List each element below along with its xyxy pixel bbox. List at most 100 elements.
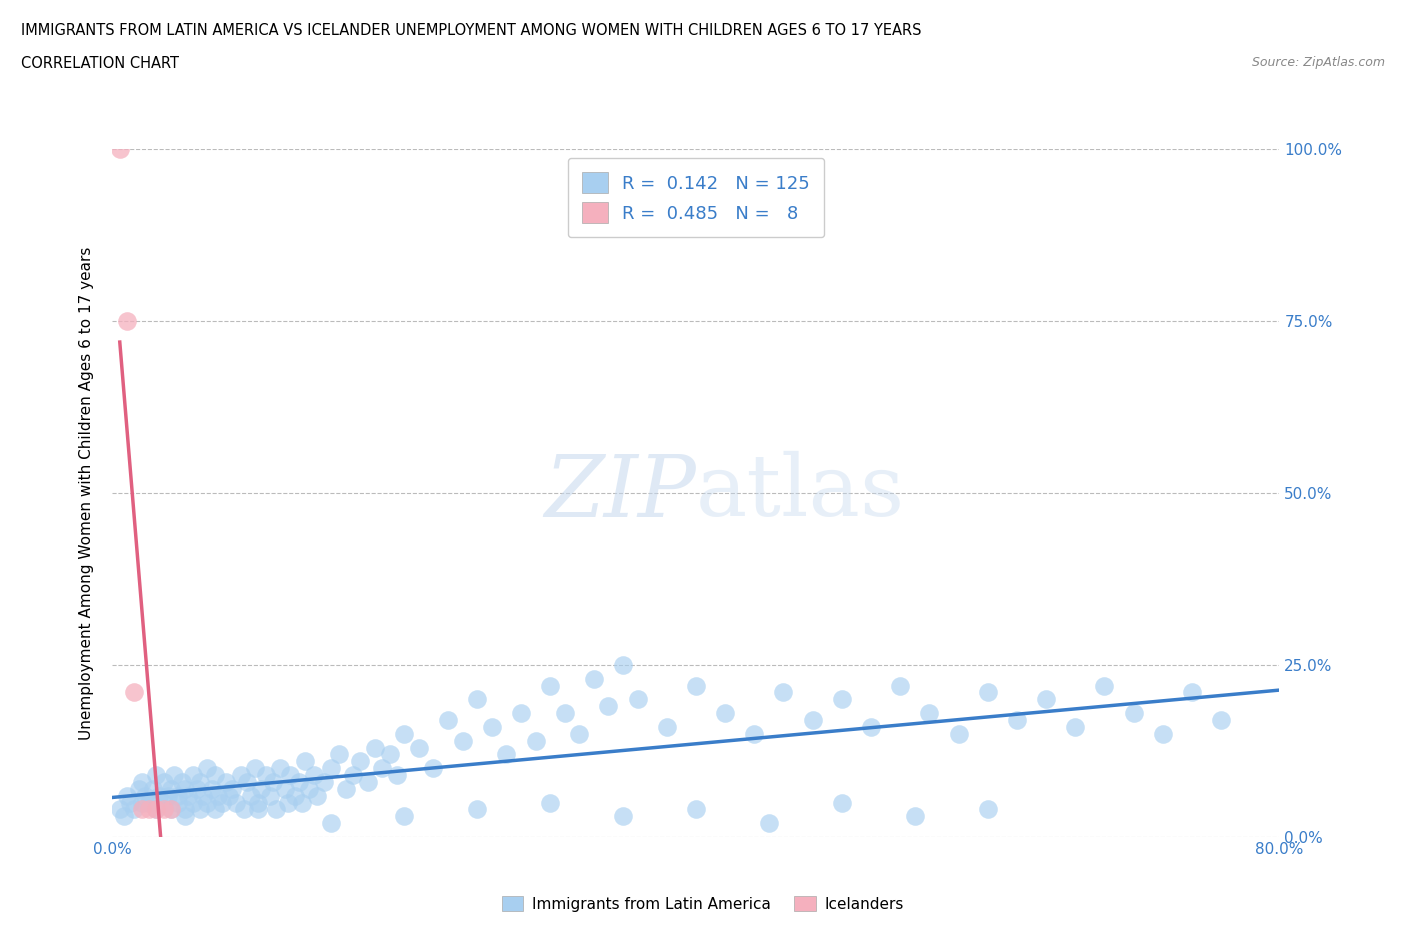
Point	[211, 795, 233, 810]
Point	[264, 802, 287, 817]
Point	[831, 795, 853, 810]
Point	[860, 720, 883, 735]
Point	[1122, 706, 1144, 721]
Point	[538, 678, 561, 693]
Point	[481, 720, 503, 735]
Point	[568, 726, 591, 741]
Point	[215, 775, 238, 790]
Point	[357, 775, 380, 790]
Point	[685, 678, 707, 693]
Point	[142, 781, 165, 796]
Point	[437, 712, 460, 727]
Point	[152, 775, 174, 790]
Point	[772, 685, 794, 700]
Text: atlas: atlas	[696, 451, 905, 535]
Point	[465, 802, 488, 817]
Point	[627, 692, 650, 707]
Point	[328, 747, 350, 762]
Point	[291, 795, 314, 810]
Point	[204, 802, 226, 817]
Legend: Immigrants from Latin America, Icelanders: Immigrants from Latin America, Icelander…	[496, 889, 910, 918]
Point	[976, 802, 998, 817]
Point	[145, 767, 167, 782]
Point	[371, 761, 394, 776]
Point	[385, 767, 408, 782]
Point	[801, 712, 824, 727]
Legend: R =  0.142   N = 125, R =  0.485   N =   8: R = 0.142 N = 125, R = 0.485 N = 8	[568, 158, 824, 237]
Point	[163, 767, 186, 782]
Point	[138, 795, 160, 810]
Point	[134, 789, 156, 804]
Point	[655, 720, 678, 735]
Point	[188, 802, 211, 817]
Point	[131, 802, 153, 817]
Point	[742, 726, 765, 741]
Point	[177, 789, 200, 804]
Point	[160, 802, 183, 817]
Point	[191, 789, 214, 804]
Point	[302, 767, 325, 782]
Point	[167, 795, 190, 810]
Point	[218, 789, 240, 804]
Point	[207, 789, 229, 804]
Point	[250, 781, 273, 796]
Point	[582, 671, 605, 686]
Point	[108, 141, 131, 156]
Point	[342, 767, 364, 782]
Point	[294, 754, 316, 769]
Point	[247, 802, 270, 817]
Text: Source: ZipAtlas.com: Source: ZipAtlas.com	[1251, 56, 1385, 69]
Point	[259, 789, 281, 804]
Point	[276, 795, 298, 810]
Point	[108, 802, 131, 817]
Point	[152, 802, 174, 817]
Point	[115, 313, 138, 328]
Point	[160, 781, 183, 796]
Point	[1209, 712, 1232, 727]
Point	[612, 809, 634, 824]
Point	[115, 789, 138, 804]
Point	[321, 816, 343, 830]
Y-axis label: Unemployment Among Women with Children Ages 6 to 17 years: Unemployment Among Women with Children A…	[79, 246, 94, 739]
Point	[174, 781, 197, 796]
Point	[235, 775, 257, 790]
Point	[904, 809, 927, 824]
Point	[204, 767, 226, 782]
Point	[349, 754, 371, 769]
Point	[758, 816, 780, 830]
Point	[145, 802, 167, 817]
Point	[131, 795, 153, 810]
Point	[124, 802, 146, 817]
Point	[1064, 720, 1087, 735]
Point	[538, 795, 561, 810]
Point	[148, 789, 170, 804]
Point	[284, 789, 307, 804]
Point	[229, 767, 252, 782]
Point	[305, 789, 328, 804]
Point	[262, 775, 284, 790]
Point	[269, 761, 291, 776]
Point	[714, 706, 737, 721]
Point	[918, 706, 941, 721]
Point	[509, 706, 531, 721]
Point	[124, 685, 146, 700]
Point	[1035, 692, 1057, 707]
Point	[465, 692, 488, 707]
Point	[186, 781, 208, 796]
Point	[156, 789, 179, 804]
Point	[188, 775, 211, 790]
Point	[394, 726, 416, 741]
Point	[172, 775, 194, 790]
Point	[394, 809, 416, 824]
Point	[451, 733, 474, 748]
Point	[152, 795, 174, 810]
Point	[685, 802, 707, 817]
Point	[247, 795, 270, 810]
Point	[335, 781, 357, 796]
Text: ZIP: ZIP	[544, 452, 696, 534]
Point	[273, 781, 295, 796]
Point	[976, 685, 998, 700]
Point	[1181, 685, 1204, 700]
Point	[201, 781, 224, 796]
Point	[181, 795, 204, 810]
